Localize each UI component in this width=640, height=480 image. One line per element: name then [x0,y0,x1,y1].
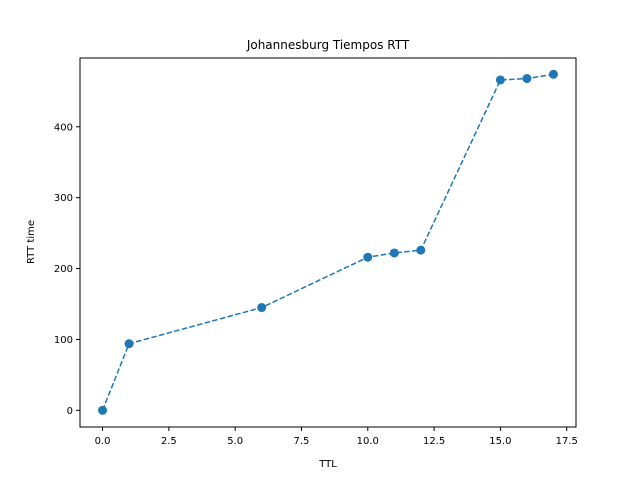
y-tick-label: 200 [54,264,73,275]
data-point [257,303,267,313]
plot-frame [79,57,577,428]
data-point [548,69,558,79]
y-tick-label: 100 [54,335,73,346]
x-axis-label: TTL [318,459,337,470]
y-tick-label: 0 [67,406,73,417]
data-point [98,405,108,415]
plot-area [80,58,576,427]
x-tick-label: 10.0 [357,436,379,447]
data-point [495,75,505,85]
y-tick-label: 300 [54,193,73,204]
data-point [363,252,373,262]
series-line [101,73,554,411]
x-tick-label: 0.0 [95,436,111,447]
data-point [416,245,426,255]
data-point [522,74,532,84]
tick-group: 0.0 2.5 5.0 7.5 10.0 12.5 15.0 17.5 0 100 200 300 40… [54,122,578,447]
x-tick-label: 12.5 [423,436,445,447]
data-point [124,339,134,349]
series-group [98,69,558,415]
chart-title: Johannesburg Tiempos RTT [246,38,410,52]
data-point [389,248,399,258]
y-tick-label: 400 [54,122,73,133]
x-tick-label: 17.5 [556,436,578,447]
y-axis-label: RTT time [26,220,37,264]
x-tick-label: 7.5 [294,436,310,447]
x-tick-label: 15.0 [489,436,511,447]
x-tick-label: 5.0 [227,436,243,447]
x-tick-label: 2.5 [161,436,177,447]
